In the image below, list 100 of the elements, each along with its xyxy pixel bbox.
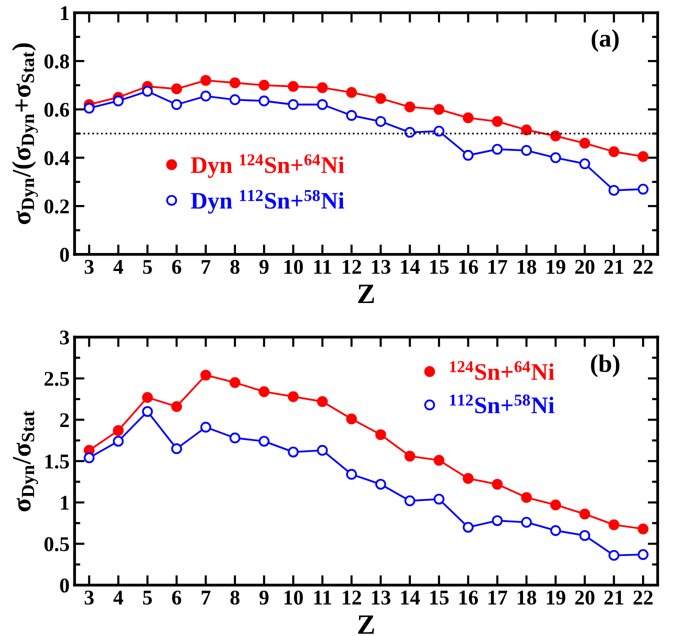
point [521, 145, 532, 156]
point [230, 77, 240, 88]
y-tick-label: 0.5 [44, 537, 69, 552]
legend-label: Dyn $^{112}$Sn+$^{58}$Ni [190, 190, 344, 214]
x-tick-label: 6 [172, 590, 182, 605]
point [434, 454, 444, 466]
point [492, 144, 503, 155]
y-tick-label: 1 [60, 496, 69, 510]
x-tick-label: 17 [488, 260, 508, 274]
point [346, 110, 357, 121]
point [521, 124, 532, 136]
point [230, 432, 240, 444]
point [316, 396, 328, 407]
x-tick-label: 20 [575, 260, 594, 274]
x-tick-label: 7 [202, 590, 210, 604]
annotation: (b) [591, 354, 620, 378]
point [375, 116, 386, 127]
x-tick-label: 22 [634, 590, 653, 604]
x-tick-label: 4 [113, 260, 124, 274]
point [375, 93, 386, 104]
point [521, 516, 532, 528]
point [492, 478, 503, 490]
x-tick-label: 21 [604, 260, 624, 274]
point [171, 401, 182, 412]
point [171, 443, 182, 454]
point [462, 522, 474, 533]
x-axis-title: Z [358, 616, 374, 634]
point [288, 446, 299, 458]
point [579, 508, 590, 520]
y-tick-label: 0.2 [44, 199, 69, 214]
point [434, 494, 444, 505]
x-tick-label: 15 [430, 260, 449, 274]
x-tick-label: 10 [284, 260, 303, 274]
x-tick-label: 6 [172, 260, 182, 274]
point [84, 102, 95, 114]
y-tick-label: 1 [60, 6, 69, 20]
point [404, 495, 416, 506]
legend-label: Dyn $^{124}$Sn+$^{64}$Ni [190, 154, 344, 178]
y-tick-label: 0 [60, 578, 69, 593]
point [375, 478, 386, 490]
point [550, 500, 562, 510]
point [346, 468, 357, 480]
point [346, 414, 357, 424]
y-tick-label: 2 [60, 413, 69, 427]
x-tick-label: 16 [459, 590, 478, 605]
point [258, 386, 270, 398]
point [608, 184, 620, 196]
x-tick-label: 9 [259, 590, 269, 605]
point [404, 102, 416, 112]
point [608, 519, 620, 530]
x-tick-label: 18 [518, 590, 536, 605]
x-tick-label: 8 [230, 590, 240, 605]
point [316, 444, 328, 456]
x-tick-label: 12 [342, 590, 362, 604]
point [434, 104, 444, 115]
point [288, 81, 299, 92]
point [521, 492, 532, 503]
point [462, 112, 474, 124]
point [579, 530, 590, 541]
x-tick-label: 13 [372, 590, 390, 605]
point [142, 392, 153, 403]
x-tick-label: 13 [372, 260, 390, 274]
y-tick-label: 0.4 [44, 151, 70, 166]
point [142, 406, 153, 417]
point [258, 80, 270, 91]
point [112, 425, 124, 436]
point [608, 550, 620, 561]
x-tick-label: 3 [84, 260, 94, 274]
x-tick-label: 3 [84, 590, 94, 605]
point [112, 96, 124, 106]
x-tick-label: 9 [259, 260, 269, 274]
x-tick-label: 19 [546, 260, 566, 274]
y-tick-label: 3 [60, 330, 70, 345]
point [200, 422, 212, 433]
point [550, 130, 562, 142]
x-tick-label: 14 [401, 590, 420, 604]
point [608, 146, 620, 158]
x-tick-label: 19 [546, 590, 566, 605]
point [579, 138, 590, 149]
x-axis-title: Z [358, 284, 374, 303]
point [404, 450, 416, 462]
x-tick-label: 10 [284, 590, 303, 605]
x-tick-label: 18 [518, 260, 536, 274]
y-axis-title: σ$_{Dyn}$/(σ$_{Dyn}$+σ$_{Stat}$) [12, 43, 38, 224]
x-tick-label: 7 [202, 260, 210, 274]
point [200, 90, 212, 102]
point [638, 151, 648, 162]
point [375, 429, 386, 440]
point [638, 184, 648, 195]
point [288, 99, 299, 110]
x-tick-label: 5 [143, 260, 152, 274]
point [550, 525, 562, 536]
point [638, 523, 648, 534]
y-tick-label: 0 [60, 248, 69, 262]
x-tick-label: 8 [230, 260, 240, 274]
x-tick-label: 21 [604, 590, 624, 604]
point [230, 377, 240, 388]
point [112, 436, 124, 447]
point [258, 96, 270, 106]
point [171, 83, 182, 94]
